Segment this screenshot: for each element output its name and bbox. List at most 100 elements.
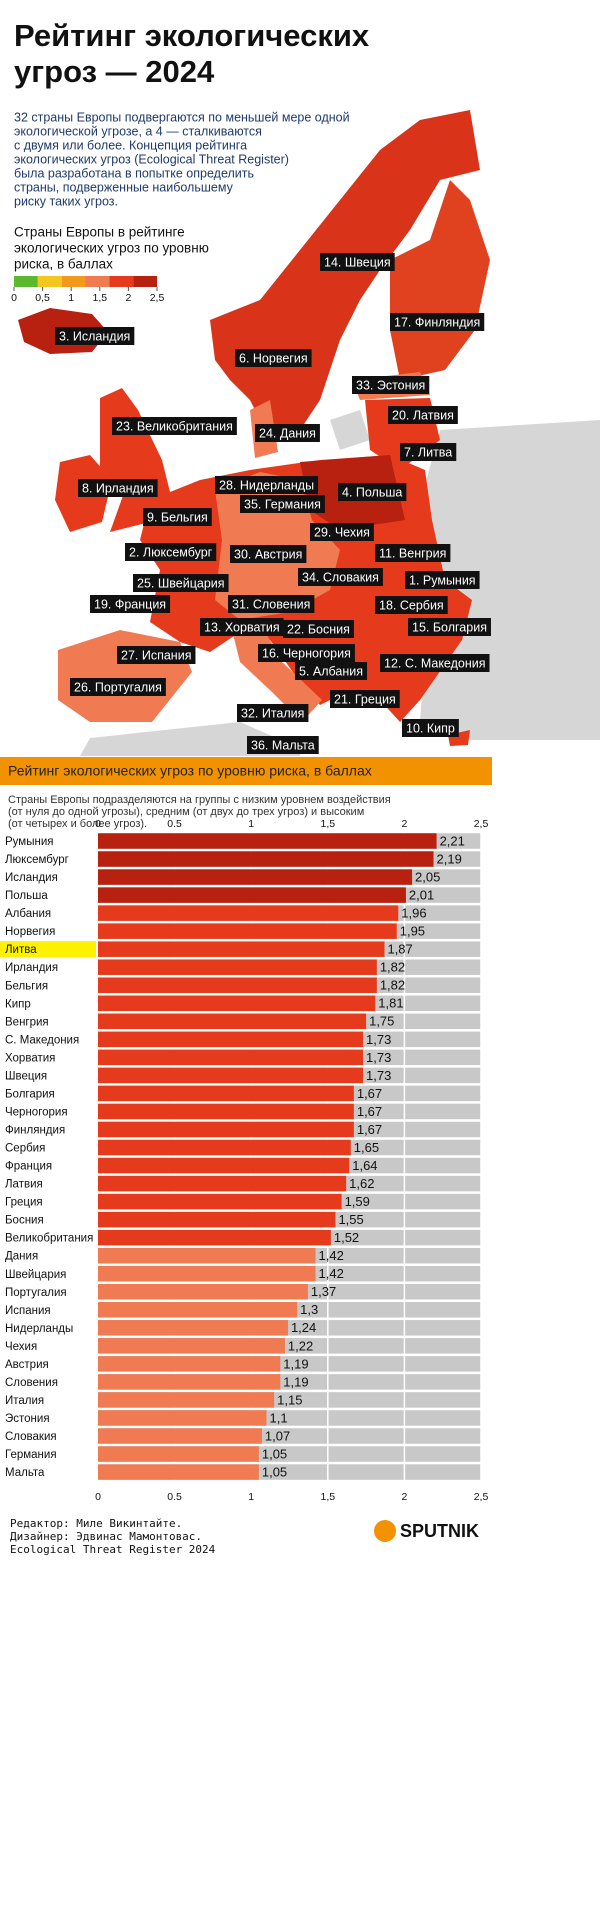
category-label: Эстония	[5, 1413, 50, 1425]
map-label-text: 4. Польша	[342, 485, 402, 499]
intro-text: 32 страны Европы подвергаются по меньшей…	[14, 110, 350, 124]
x-tick-label: 1	[248, 1491, 254, 1503]
legend-title: Страны Европы в рейтинге	[14, 225, 185, 240]
value-label: 1,62	[349, 1176, 374, 1191]
intro-text: была разработана в попытке определить	[14, 166, 254, 180]
map-label: 8. Ирландия	[78, 479, 158, 497]
map-label-box	[258, 644, 355, 662]
legend-swatch	[109, 276, 134, 287]
category-label: Болгария	[5, 1088, 55, 1100]
map-label: 20. Латвия	[388, 406, 458, 424]
country	[230, 622, 322, 722]
map-label: 22. Босния	[283, 620, 354, 638]
map-label-text: 17. Финляндия	[394, 315, 480, 329]
map-label-box	[402, 719, 459, 737]
category-label: Франция	[5, 1161, 52, 1173]
value-label: 1,64	[352, 1158, 377, 1173]
map-label-text: 32. Италия	[241, 706, 304, 720]
legend-title: риска, в баллах	[14, 257, 113, 272]
bar	[98, 1284, 308, 1300]
category-label: Бельгия	[5, 980, 48, 992]
bar	[98, 1320, 288, 1336]
map-label-box	[230, 545, 307, 563]
map-label: 27. Испания	[117, 646, 196, 664]
category-label: Венгрия	[5, 1016, 49, 1028]
bar	[98, 1464, 259, 1480]
category-label: Швейцария	[5, 1269, 66, 1281]
map-label-box	[215, 476, 319, 494]
x-tick-label: 2	[401, 818, 407, 830]
logo-mark	[374, 1520, 396, 1542]
map-label-text: 36. Мальта	[251, 738, 315, 752]
value-label: 2,05	[415, 869, 440, 884]
category-label: Словения	[5, 1377, 58, 1389]
map-label-text: 34. Словакия	[302, 570, 379, 584]
x-tick-label: 2	[401, 1491, 407, 1503]
map-label-box	[283, 620, 354, 638]
category-label: Дания	[5, 1251, 38, 1263]
map-label-box	[237, 704, 309, 722]
map-label-text: 11. Венгрия	[379, 546, 446, 560]
map-label-box	[78, 479, 158, 497]
value-label: 1,37	[311, 1284, 336, 1299]
map-label-text: 21. Греция	[334, 692, 396, 706]
value-label: 1,19	[283, 1356, 308, 1371]
value-label: 1,1	[270, 1410, 288, 1425]
map-label-text: 1. Румыния	[409, 573, 476, 587]
category-label: Польша	[5, 890, 48, 902]
value-label: 1,67	[357, 1122, 382, 1137]
category-label: Латвия	[5, 1179, 43, 1191]
map-label: 29. Чехия	[310, 523, 374, 541]
intro-text: экологической угрозе, а 4 — сталкиваются	[14, 124, 262, 138]
map-label: 4. Польша	[338, 483, 407, 501]
value-label: 1,52	[334, 1230, 359, 1245]
category-label: Черногория	[5, 1106, 68, 1118]
map-label-text: 26. Португалия	[74, 680, 162, 694]
map-label: 21. Греция	[330, 690, 400, 708]
map-label: 3. Исландия	[55, 327, 135, 345]
map-label: 34. Словакия	[298, 568, 383, 586]
bar	[98, 1374, 281, 1390]
map-label-box	[112, 417, 237, 435]
value-label: 1,3	[300, 1302, 318, 1317]
map-label-box	[408, 618, 491, 636]
intro-text: экологических угроз (Ecological Threat R…	[14, 152, 289, 166]
value-label: 1,75	[369, 1014, 394, 1029]
x-tick-label: 1,5	[320, 818, 335, 830]
category-label: Португалия	[5, 1287, 67, 1299]
map-label-text: 16. Черногория	[262, 646, 351, 660]
bar	[98, 1157, 350, 1174]
bar	[98, 1247, 316, 1264]
map-label-box	[310, 523, 374, 541]
map-label-box	[298, 568, 383, 586]
intro-text: страны, подверженные наибольшему	[14, 180, 234, 194]
value-label: 1,65	[354, 1140, 379, 1155]
value-label: 1,67	[357, 1104, 382, 1119]
bar	[98, 1392, 275, 1408]
map-label-box	[247, 736, 319, 754]
map-label-box	[55, 327, 135, 345]
x-tick-label: 0	[95, 818, 101, 830]
map-label-text: 31. Словения	[232, 597, 310, 611]
map-label-box	[380, 654, 490, 672]
legend-swatch	[37, 276, 62, 287]
category-label: Кипр	[5, 998, 31, 1010]
map-label: 6. Норвегия	[235, 349, 312, 367]
map-label: 28. Нидерланды	[215, 476, 319, 494]
map-label-text: 24. Дания	[259, 426, 316, 440]
value-label: 1,42	[319, 1266, 344, 1281]
value-label: 1,59	[345, 1194, 370, 1209]
category-label: Греция	[5, 1197, 43, 1209]
map-label: 16. Черногория	[258, 644, 355, 662]
map-label-box	[388, 406, 458, 424]
map-label: 13. Хорватия	[200, 618, 284, 636]
legend-title: экологических угроз по уровню	[14, 241, 209, 256]
map-label-text: 27. Испания	[121, 648, 191, 662]
map-label-box	[125, 543, 217, 561]
title: Рейтинг экологических	[14, 18, 370, 53]
category-label: Литва	[5, 944, 37, 956]
map-label-box	[352, 376, 430, 394]
map-label: 10. Кипр	[402, 719, 459, 737]
value-label: 2,21	[440, 833, 465, 848]
bar	[98, 1356, 281, 1372]
